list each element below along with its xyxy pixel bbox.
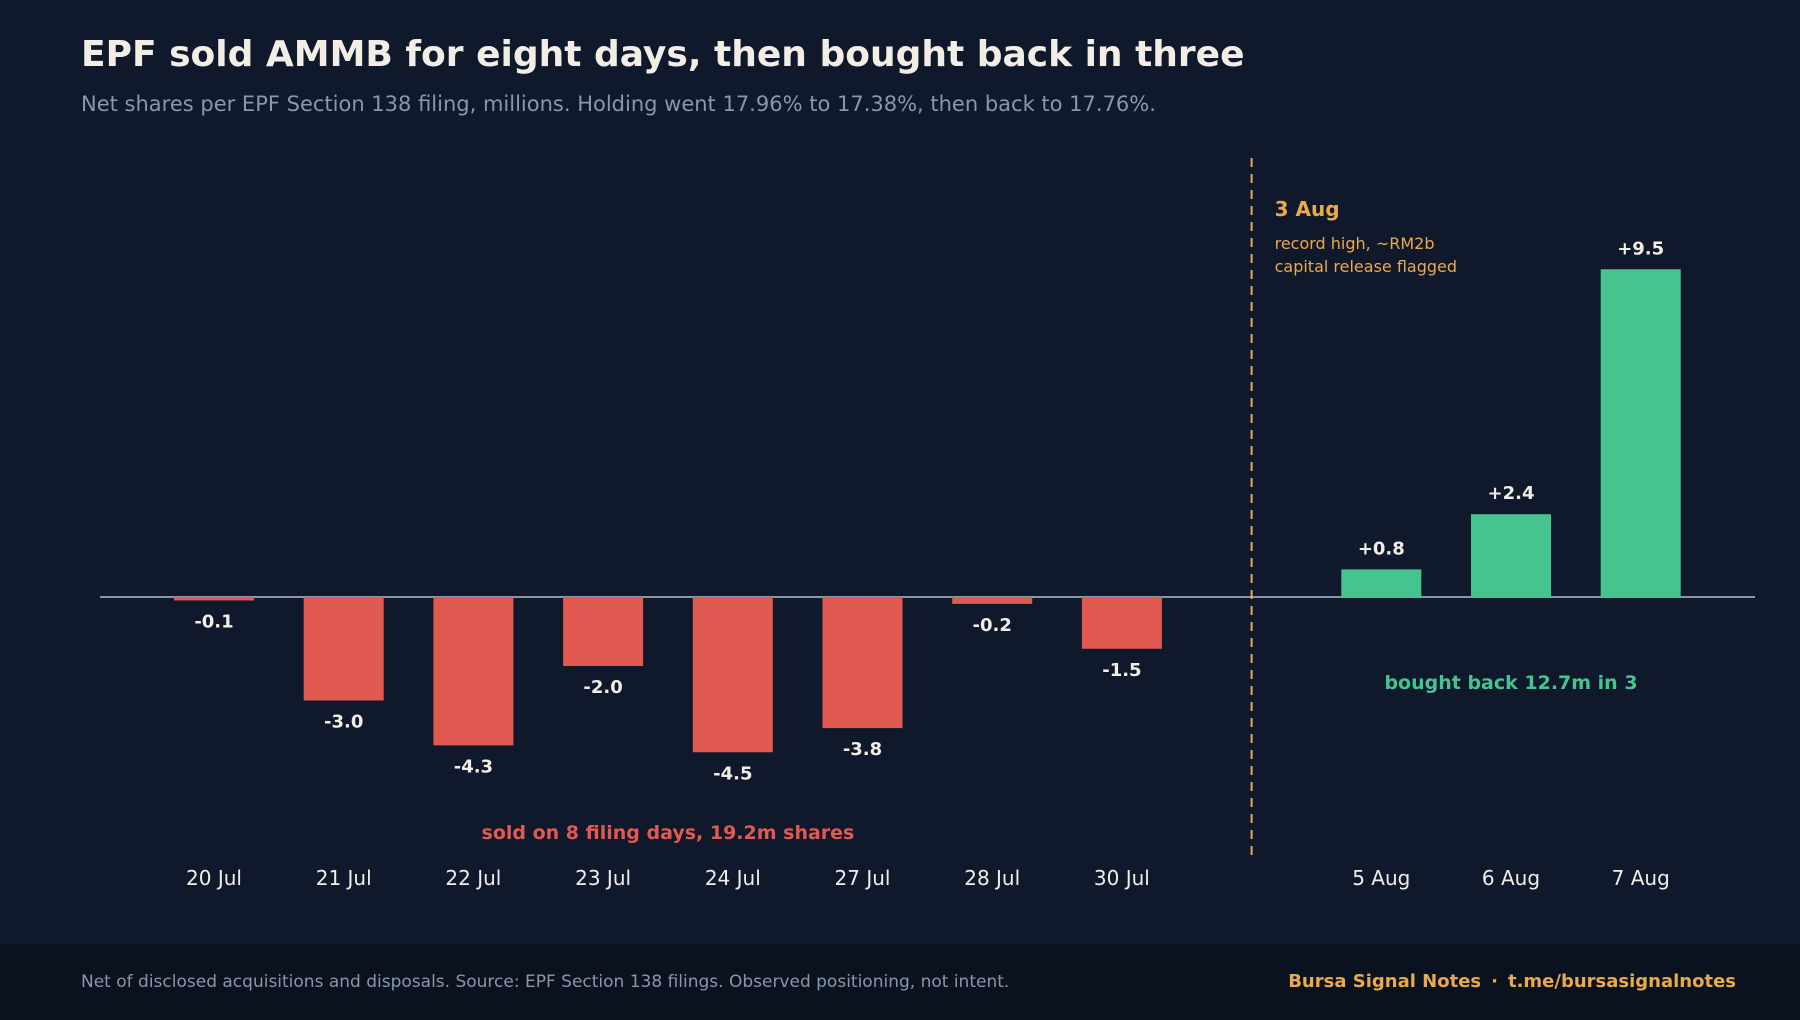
brand-name: Bursa Signal Notes: [1288, 971, 1482, 992]
bar: [433, 597, 514, 746]
bar: [952, 597, 1033, 604]
data-label: -1.5: [1102, 660, 1141, 681]
x-tick-label: 22 Jul: [445, 866, 501, 890]
bar: [692, 597, 773, 753]
event-marker-title: 3 Aug: [1275, 197, 1340, 221]
bar: [1081, 597, 1162, 649]
chart-title: EPF sold AMMB for eight days, then bough…: [81, 34, 1245, 75]
data-label: -0.2: [973, 615, 1012, 636]
data-label: +9.5: [1617, 238, 1664, 259]
buy-phase-annotation: bought back 12.7m in 3: [1384, 672, 1637, 694]
data-label: -4.3: [454, 756, 493, 777]
bar: [1341, 569, 1422, 597]
bar: [1471, 514, 1551, 597]
bar: [303, 597, 384, 701]
data-label: +2.4: [1488, 483, 1535, 504]
x-tick-label: 5 Aug: [1352, 866, 1410, 890]
x-tick-label: 20 Jul: [186, 866, 242, 890]
event-marker-note: record high, ~RM2b: [1275, 234, 1435, 253]
bar: [563, 597, 644, 666]
x-tick-label: 7 Aug: [1612, 866, 1670, 890]
bar: [822, 597, 903, 729]
event-marker-note: capital release flagged: [1275, 257, 1457, 276]
x-tick-label: 24 Jul: [705, 866, 761, 890]
bar: [174, 597, 254, 601]
bar-chart: -0.1 20 Jul -3.0 21 Jul -4.3 22 Jul -2.0 23 Jul…: [100, 158, 1755, 890]
bar: [1600, 269, 1681, 597]
data-label: -3.8: [843, 739, 882, 760]
x-tick-label: 28 Jul: [964, 866, 1020, 890]
x-tick-label: 23 Jul: [575, 866, 631, 890]
data-label: -4.5: [713, 763, 752, 784]
brand-separator: ·: [1491, 971, 1498, 992]
x-tick-label: 6 Aug: [1482, 866, 1540, 890]
x-tick-label: 27 Jul: [835, 866, 891, 890]
data-label: +0.8: [1358, 538, 1405, 559]
footer: Net of disclosed acquisitions and dispos…: [0, 944, 1800, 1020]
brand-link[interactable]: t.me/bursasignalnotes: [1507, 971, 1736, 992]
chart-subtitle: Net shares per EPF Section 138 filing, m…: [81, 92, 1156, 116]
x-tick-label: 30 Jul: [1094, 866, 1150, 890]
footer-source-note: Net of disclosed acquisitions and dispos…: [81, 972, 1010, 992]
data-label: -0.1: [194, 611, 233, 632]
sell-phase-annotation: sold on 8 filing days, 19.2m shares: [482, 822, 855, 844]
data-label: -3.0: [324, 712, 363, 733]
footer-brand: Bursa Signal Notes · t.me/bursasignalnotes: [1288, 971, 1736, 992]
x-tick-label: 21 Jul: [316, 866, 372, 890]
data-label: -2.0: [583, 677, 622, 698]
